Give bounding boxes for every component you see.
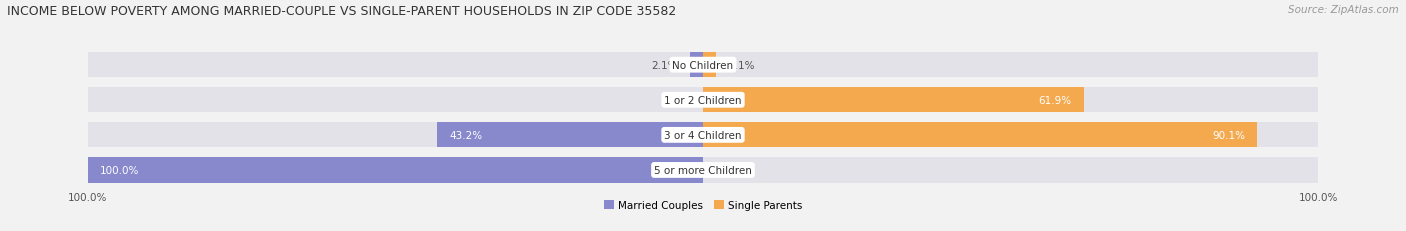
Text: 43.2%: 43.2% [450,130,482,140]
Text: 0.0%: 0.0% [665,95,690,105]
Bar [87,53,1319,78]
Bar [437,123,703,148]
Text: 5 or more Children: 5 or more Children [654,165,752,175]
Bar [87,88,1319,113]
Bar [690,53,703,78]
Bar [87,123,1319,148]
Text: 1 or 2 Children: 1 or 2 Children [664,95,742,105]
Text: 0.0%: 0.0% [716,165,741,175]
Text: 3 or 4 Children: 3 or 4 Children [664,130,742,140]
Text: No Children: No Children [672,61,734,70]
Bar [87,158,703,183]
Bar [703,88,1084,113]
Text: Source: ZipAtlas.com: Source: ZipAtlas.com [1288,5,1399,15]
Text: 2.1%: 2.1% [728,61,755,70]
Text: 61.9%: 61.9% [1039,95,1071,105]
Text: 100.0%: 100.0% [100,165,139,175]
Bar [703,123,1257,148]
Text: 2.1%: 2.1% [651,61,678,70]
Text: 90.1%: 90.1% [1212,130,1244,140]
Bar [87,158,1319,183]
Bar [703,53,716,78]
Legend: Married Couples, Single Parents: Married Couples, Single Parents [603,200,803,210]
Text: INCOME BELOW POVERTY AMONG MARRIED-COUPLE VS SINGLE-PARENT HOUSEHOLDS IN ZIP COD: INCOME BELOW POVERTY AMONG MARRIED-COUPL… [7,5,676,18]
